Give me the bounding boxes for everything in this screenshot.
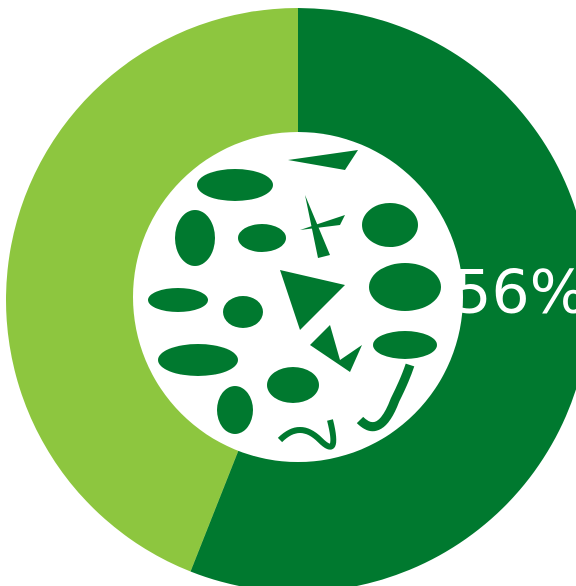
parrot-icon bbox=[280, 270, 345, 330]
lemur-icon bbox=[362, 203, 418, 247]
gorilla-icon bbox=[175, 210, 215, 266]
lizard-icon bbox=[356, 363, 415, 432]
hippo-icon bbox=[267, 367, 319, 403]
antelope-icon bbox=[148, 288, 208, 312]
frog-icon bbox=[238, 224, 286, 252]
snake-icon bbox=[277, 419, 337, 450]
animal-icons bbox=[148, 150, 441, 450]
dolphin-icon bbox=[288, 150, 358, 170]
value-label: 56% bbox=[453, 258, 576, 328]
jaguar-icon bbox=[158, 344, 238, 376]
rhino-icon bbox=[197, 169, 273, 201]
fish-icon bbox=[373, 331, 437, 359]
elephant-icon bbox=[369, 263, 441, 311]
bee-icon bbox=[223, 296, 263, 328]
dragonfly-icon bbox=[300, 195, 345, 258]
owl-icon bbox=[217, 386, 253, 434]
butterfly-icon bbox=[310, 325, 362, 372]
